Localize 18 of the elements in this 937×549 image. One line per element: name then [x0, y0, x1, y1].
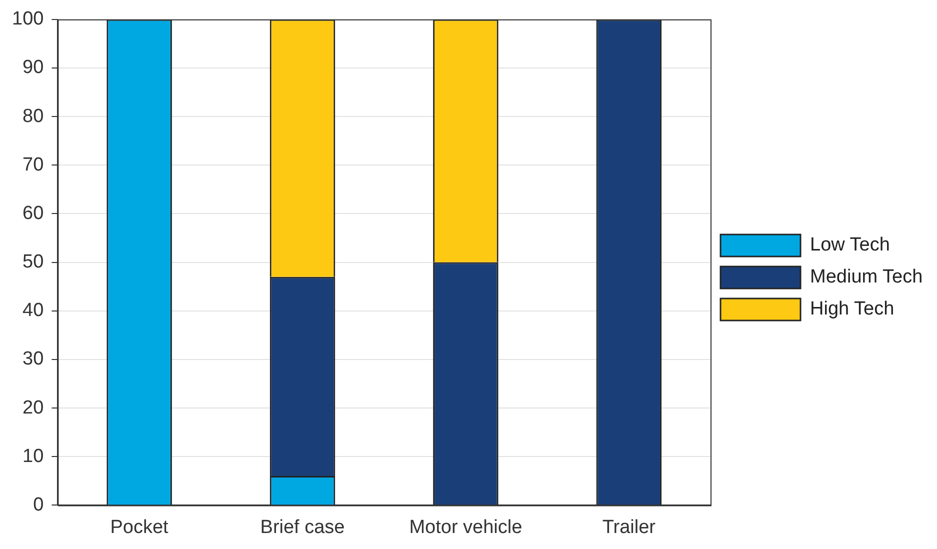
y-tick-label: 90: [22, 57, 44, 78]
legend-label: High Tech: [810, 298, 894, 320]
y-tick-label: 10: [22, 446, 44, 467]
y-tick-label: 70: [22, 154, 44, 176]
y-tick-label: 0: [33, 494, 44, 516]
x-tick-label: Motor vehicle: [409, 516, 522, 538]
y-tick-label: 40: [22, 300, 44, 322]
x-tick-label: Pocket: [110, 516, 170, 538]
legend-label: Medium Tech: [810, 266, 923, 288]
y-tick-label: 60: [22, 202, 44, 224]
x-tick-label: Trailer: [602, 516, 656, 538]
legend-label: Low Tech: [810, 234, 890, 256]
y-tick-label: 20: [22, 397, 44, 418]
y-tick-label: 80: [22, 106, 44, 127]
x-tick-label: Brief case: [260, 516, 345, 538]
y-tick-label: 50: [22, 252, 44, 273]
y-tick-label: 100: [12, 8, 44, 30]
y-tick-label: 30: [22, 348, 44, 370]
